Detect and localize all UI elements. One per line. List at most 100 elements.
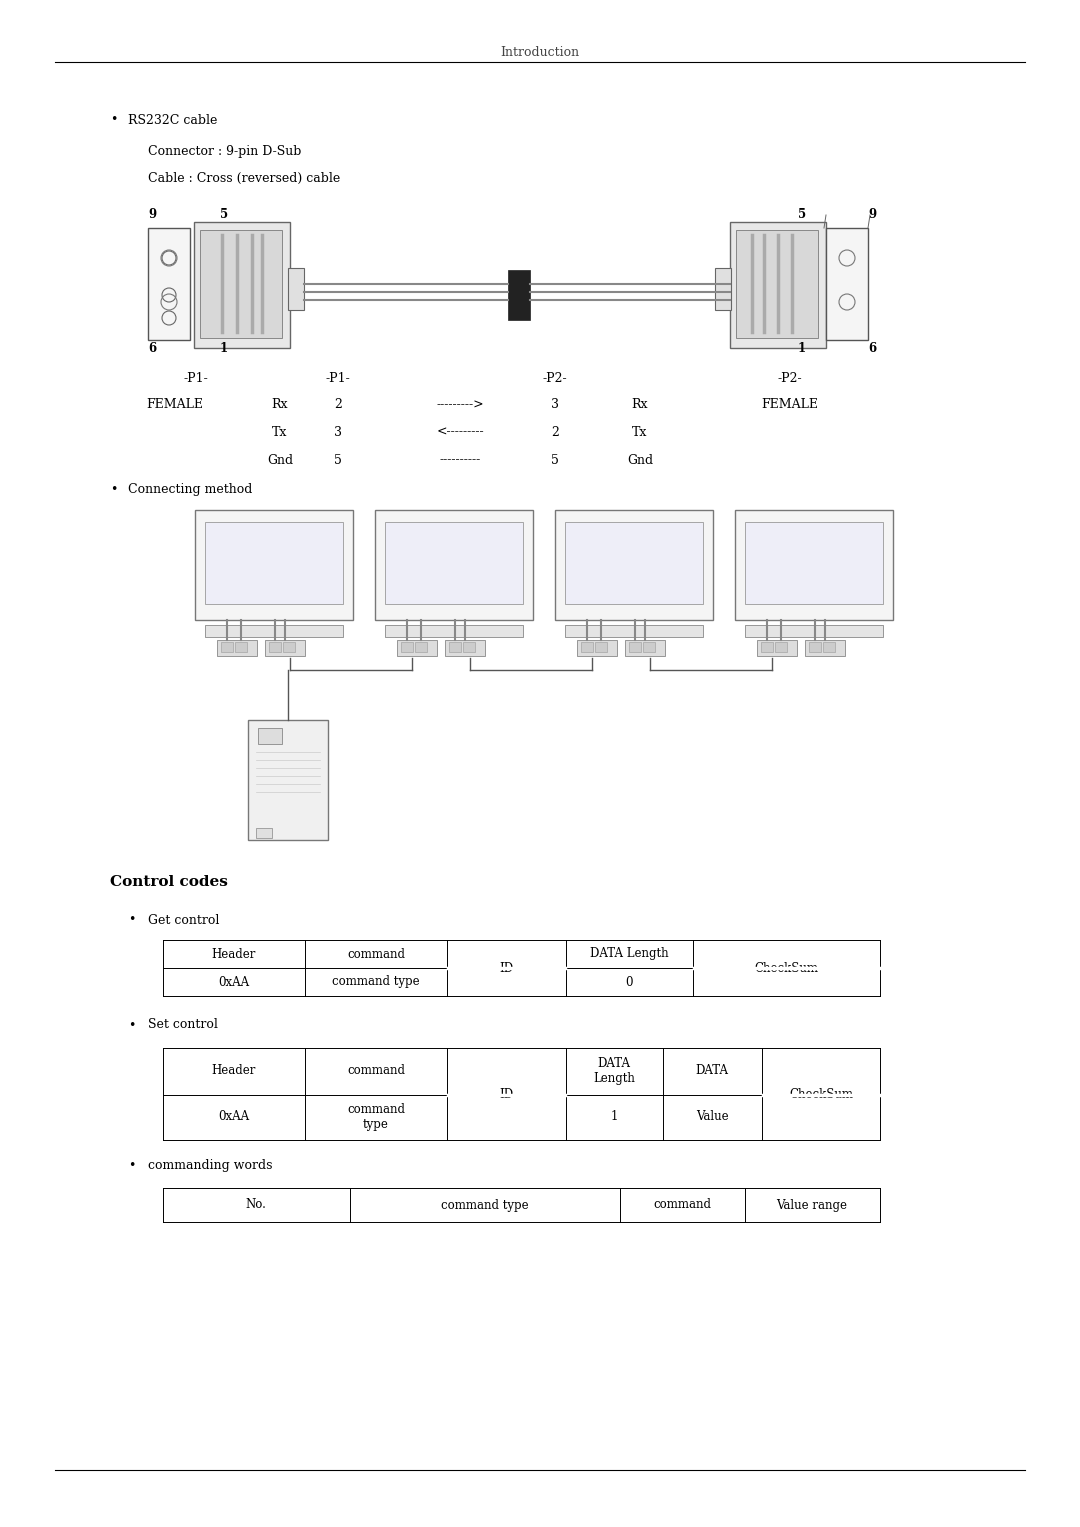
Bar xyxy=(217,640,257,657)
Text: FEMALE: FEMALE xyxy=(761,399,819,411)
Text: Gnd: Gnd xyxy=(626,454,653,467)
Bar xyxy=(148,228,190,341)
Bar xyxy=(205,522,343,605)
Bar xyxy=(195,510,353,620)
Bar xyxy=(745,522,883,605)
Text: command type: command type xyxy=(442,1199,529,1211)
Bar xyxy=(194,221,291,348)
Bar xyxy=(449,641,461,652)
Text: CheckSum: CheckSum xyxy=(754,962,818,974)
Text: command type: command type xyxy=(333,976,420,988)
Text: -P1-: -P1- xyxy=(184,371,208,385)
Text: 5: 5 xyxy=(220,209,228,221)
Text: 2: 2 xyxy=(551,426,559,438)
Text: DATA Length: DATA Length xyxy=(590,947,669,960)
Text: DATA: DATA xyxy=(696,1064,729,1078)
Bar xyxy=(745,625,883,637)
Bar xyxy=(288,269,303,310)
Bar xyxy=(401,641,413,652)
Text: Rx: Rx xyxy=(272,399,288,411)
Bar xyxy=(823,641,835,652)
Bar xyxy=(265,640,305,657)
Circle shape xyxy=(162,312,176,325)
Text: 5: 5 xyxy=(551,454,559,467)
Bar xyxy=(715,269,731,310)
Text: Set control: Set control xyxy=(148,1019,218,1032)
Bar xyxy=(805,640,845,657)
Text: 3: 3 xyxy=(334,426,342,438)
Text: 5: 5 xyxy=(334,454,342,467)
Text: 1: 1 xyxy=(220,342,228,354)
Text: 1: 1 xyxy=(610,1110,618,1124)
Bar xyxy=(415,641,427,652)
Text: Cable : Cross (reversed) cable: Cable : Cross (reversed) cable xyxy=(148,171,340,185)
Bar xyxy=(397,640,437,657)
Text: No.: No. xyxy=(245,1199,267,1211)
Text: -P1-: -P1- xyxy=(326,371,350,385)
Text: Introduction: Introduction xyxy=(500,46,580,58)
Circle shape xyxy=(162,289,176,302)
Text: <---------: <--------- xyxy=(436,426,484,438)
Bar xyxy=(629,641,642,652)
Bar xyxy=(235,641,247,652)
Bar xyxy=(826,228,868,341)
Text: 6: 6 xyxy=(868,342,876,354)
Bar xyxy=(643,641,654,652)
Text: commanding words: commanding words xyxy=(148,1159,272,1171)
Text: Header: Header xyxy=(212,947,256,960)
Text: command
type: command type xyxy=(347,1102,405,1132)
Bar xyxy=(735,510,893,620)
Bar xyxy=(565,522,703,605)
Bar xyxy=(508,270,530,321)
Text: Rx: Rx xyxy=(632,399,648,411)
Bar xyxy=(384,625,523,637)
Text: Gnd: Gnd xyxy=(267,454,293,467)
Bar xyxy=(757,640,797,657)
Text: •: • xyxy=(129,913,135,927)
Text: 5: 5 xyxy=(798,209,806,221)
Text: 1: 1 xyxy=(798,342,806,354)
Text: •: • xyxy=(110,484,118,496)
Bar xyxy=(269,641,281,652)
Text: ID: ID xyxy=(499,1087,513,1101)
Text: command: command xyxy=(347,947,405,960)
Bar xyxy=(258,728,282,744)
Text: 0xAA: 0xAA xyxy=(218,976,249,988)
Bar xyxy=(384,522,523,605)
Text: --------->: ---------> xyxy=(436,399,484,411)
Bar xyxy=(205,625,343,637)
Text: -P2-: -P2- xyxy=(778,371,802,385)
Circle shape xyxy=(162,250,176,266)
Bar xyxy=(735,231,818,337)
Text: Control codes: Control codes xyxy=(110,875,228,889)
Text: command: command xyxy=(653,1199,711,1211)
Text: 6: 6 xyxy=(148,342,157,354)
Bar xyxy=(625,640,665,657)
Bar xyxy=(200,231,282,337)
Bar xyxy=(775,641,787,652)
Text: Get control: Get control xyxy=(148,913,219,927)
Bar xyxy=(809,641,821,652)
Text: 0: 0 xyxy=(625,976,633,988)
Bar xyxy=(577,640,617,657)
Text: CheckSum: CheckSum xyxy=(789,1087,853,1101)
Bar xyxy=(221,641,233,652)
Bar xyxy=(248,721,328,840)
Bar xyxy=(463,641,475,652)
Bar xyxy=(761,641,773,652)
Text: •: • xyxy=(129,1019,135,1032)
Text: 3: 3 xyxy=(551,399,559,411)
Text: Value range: Value range xyxy=(777,1199,848,1211)
Text: RS232C cable: RS232C cable xyxy=(129,113,217,127)
Text: Header: Header xyxy=(212,1064,256,1078)
Text: 0xAA: 0xAA xyxy=(218,1110,249,1124)
Bar xyxy=(595,641,607,652)
Text: 9: 9 xyxy=(148,209,157,221)
Text: ID: ID xyxy=(499,962,513,974)
Text: ----------: ---------- xyxy=(440,454,481,467)
Text: DATA
Length: DATA Length xyxy=(593,1057,635,1086)
Text: Connector : 9-pin D-Sub: Connector : 9-pin D-Sub xyxy=(148,145,301,159)
Text: -P2-: -P2- xyxy=(542,371,567,385)
Bar xyxy=(375,510,534,620)
Bar xyxy=(256,828,272,838)
